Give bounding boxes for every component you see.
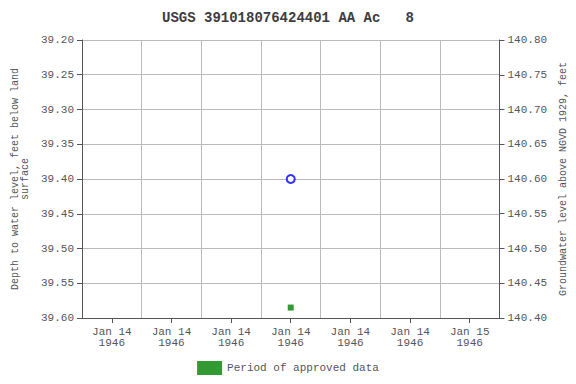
svg-text:140.70: 140.70 [507, 104, 547, 116]
svg-text:Groundwater level above NGVD 1: Groundwater level above NGVD 1929, feet [558, 62, 569, 296]
svg-text:Jan 15: Jan 15 [449, 325, 490, 338]
svg-text:Depth to water level, feet bel: Depth to water level, feet below land [9, 68, 21, 290]
svg-text:1946: 1946 [337, 337, 363, 349]
svg-text:39.25: 39.25 [41, 69, 74, 81]
svg-text:140.60: 140.60 [507, 173, 547, 185]
svg-text:surface: surface [20, 158, 31, 200]
svg-text:1946: 1946 [278, 337, 304, 349]
svg-text:Jan 14: Jan 14 [390, 325, 430, 338]
svg-text:39.30: 39.30 [41, 104, 74, 116]
svg-text:1946: 1946 [456, 337, 482, 349]
svg-text:140.45: 140.45 [507, 277, 547, 289]
svg-text:39.55: 39.55 [41, 277, 74, 289]
svg-text:1946: 1946 [397, 337, 423, 349]
svg-text:140.75: 140.75 [507, 69, 547, 81]
svg-text:140.55: 140.55 [507, 208, 547, 220]
svg-text:39.35: 39.35 [41, 138, 74, 150]
svg-text:USGS 391018076424401 AA Ac 8: USGS 391018076424401 AA Ac 8 [162, 10, 414, 26]
svg-text:39.50: 39.50 [41, 243, 74, 255]
svg-text:Jan 14: Jan 14 [270, 325, 311, 338]
svg-text:Jan 14: Jan 14 [151, 325, 192, 338]
svg-text:Jan 14: Jan 14 [211, 325, 251, 338]
svg-text:1946: 1946 [158, 337, 184, 349]
svg-text:1946: 1946 [218, 337, 244, 349]
svg-text:39.45: 39.45 [41, 208, 74, 220]
svg-text:1946: 1946 [99, 337, 125, 349]
svg-text:Period of approved data: Period of approved data [227, 362, 379, 374]
svg-text:140.50: 140.50 [507, 243, 547, 255]
svg-text:39.40: 39.40 [41, 173, 74, 185]
svg-text:Jan 14: Jan 14 [330, 325, 371, 338]
svg-text:39.60: 39.60 [41, 312, 74, 324]
svg-text:140.65: 140.65 [507, 138, 547, 150]
svg-text:140.40: 140.40 [507, 312, 547, 324]
svg-text:39.20: 39.20 [41, 34, 74, 46]
svg-text:140.80: 140.80 [507, 34, 547, 46]
svg-text:Jan 14: Jan 14 [92, 325, 132, 338]
